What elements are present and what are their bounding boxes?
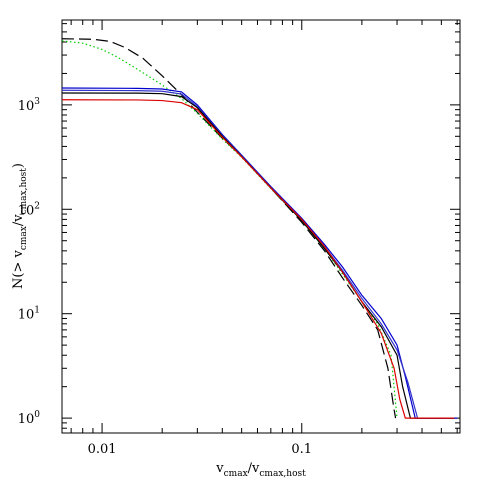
axis-ticks	[62, 20, 460, 433]
x-tick-label: 0.1	[291, 442, 312, 457]
x-axis-label: vcmax/vcmax,host	[215, 461, 306, 479]
y-tick-label: 100	[18, 410, 41, 427]
y-axis-label: N(> vcmax/vcmax,host)	[11, 163, 29, 289]
series-line-4	[61, 92, 455, 419]
series-line-3	[61, 89, 445, 419]
series-line-5	[61, 99, 455, 419]
x-tick-label: 0.01	[88, 442, 117, 457]
plot-frame	[61, 19, 461, 434]
y-tick-label: 102	[18, 201, 40, 218]
y-tick-label: 101	[18, 306, 40, 323]
series-line-2	[61, 87, 458, 419]
series-group	[61, 38, 458, 419]
series-line-1	[61, 40, 398, 419]
series-line-0	[61, 38, 397, 419]
axis-tick-labels: 0.01 0.1 100 101 102 103	[18, 97, 312, 457]
y-tick-label: 103	[18, 97, 41, 114]
